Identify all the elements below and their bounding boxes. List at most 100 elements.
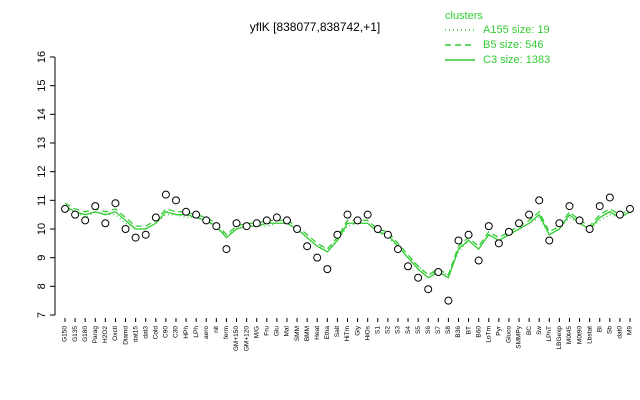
data-point (262, 216, 271, 225)
data-point (71, 210, 80, 219)
data-point (454, 236, 463, 245)
data-point (535, 196, 544, 205)
x-tick-label: nit (213, 326, 220, 333)
data-point (61, 204, 69, 213)
x-tick-label: Sb (607, 326, 614, 334)
x-tick-label: S3 (395, 326, 402, 334)
x-tick-label: Parag (92, 326, 99, 344)
x-tick-label: S8 (445, 326, 452, 334)
data-point (333, 230, 342, 239)
x-tick-label: HPh (183, 326, 190, 339)
x-tick-label: G135 (72, 326, 79, 342)
data-point (222, 245, 231, 254)
data-point (404, 262, 413, 271)
y-tick-label: 10 (36, 223, 48, 235)
x-tick-label: M9 (627, 326, 634, 335)
x-tick-label: Mal (284, 325, 291, 336)
x-tick-label: aero (203, 326, 210, 339)
cluster-line (64, 202, 631, 276)
data-point (282, 216, 291, 225)
data-point (151, 213, 160, 222)
x-tick-label: Heat (314, 326, 321, 340)
x-tick-label: LoTm (485, 326, 492, 343)
data-point (202, 216, 211, 225)
data-point (81, 216, 90, 225)
x-tick-label: G150 (62, 326, 69, 342)
x-tick-label: GM+150 (233, 326, 240, 351)
x-tick-label: Cold (153, 326, 160, 340)
legend-label: A155 size: 19 (483, 24, 550, 36)
x-tick-label: S2 (385, 326, 392, 334)
x-tick-label: BMM (304, 326, 311, 341)
x-tick-label: ferm (223, 326, 230, 339)
x-tick-label: Gly (354, 325, 361, 336)
x-tick-label: HiTm (344, 326, 351, 342)
x-tick-label: B36 (455, 326, 462, 338)
data-point (444, 296, 453, 305)
x-tick-label: Diamd (122, 326, 129, 345)
data-point (525, 210, 534, 219)
data-point (212, 222, 221, 231)
y-tick-label: 13 (36, 137, 48, 149)
x-tick-label: S7 (435, 326, 442, 334)
data-point (615, 210, 624, 219)
data-point (626, 204, 634, 213)
data-point (141, 230, 150, 239)
x-tick-label: BT (465, 326, 472, 334)
data-point (161, 190, 170, 199)
x-tick-label: Etha (324, 326, 331, 340)
x-tick-label: S4 (405, 326, 412, 334)
data-point (565, 202, 574, 211)
x-tick-label: S6 (425, 326, 432, 334)
x-tick-label: Sw (536, 326, 543, 335)
x-tick-label: Glu (274, 326, 281, 337)
x-tick-label: H2O2 (102, 326, 109, 343)
x-tick-label: B60 (475, 326, 482, 338)
data-point (121, 225, 130, 233)
data-point (474, 256, 483, 265)
data-point (585, 225, 594, 233)
data-point (313, 253, 322, 262)
data-point (252, 219, 261, 228)
legend-label: B5 size: 546 (483, 39, 544, 51)
x-tick-label: LPh (193, 326, 200, 338)
x-tick-label: dat3 (142, 326, 149, 339)
data-point (353, 216, 362, 225)
data-point (131, 233, 140, 242)
x-tick-label: M/G (253, 326, 260, 338)
data-point (171, 196, 180, 205)
y-tick-label: 12 (36, 166, 48, 178)
x-tick-label: M0t45 (566, 326, 573, 344)
x-tick-label: G180 (82, 326, 89, 342)
y-tick-label: 11 (36, 195, 48, 206)
data-point (303, 242, 312, 251)
x-tick-label: M0t90 (576, 326, 583, 344)
x-tick-label: GM+120 (243, 326, 250, 351)
x-tick-label: HiOs (364, 325, 371, 340)
data-point (293, 225, 302, 233)
x-tick-label: C90 (163, 326, 170, 338)
y-tick-label: 9 (36, 255, 48, 261)
data-point (484, 222, 493, 231)
x-tick-label: Pyr (496, 325, 503, 336)
data-point (494, 239, 503, 248)
data-point (555, 219, 564, 228)
x-tick-label: Salt (334, 326, 341, 337)
x-tick-label: BI (596, 326, 603, 332)
chart-title: yflK [838077,838742,+1] (250, 20, 380, 34)
x-tick-label: SMMPy (516, 325, 523, 349)
x-tick-label: Lbstat (586, 326, 593, 344)
data-point (414, 273, 423, 282)
data-point (595, 202, 604, 211)
x-tick-label: Oxctl (112, 325, 119, 340)
x-tick-label: Fru (264, 326, 271, 336)
x-tick-label: S5 (415, 326, 422, 334)
x-tick-label: LBGexp (556, 326, 563, 350)
data-point (111, 199, 120, 208)
data-point (464, 230, 473, 239)
data-point (272, 213, 281, 222)
data-point (192, 210, 201, 219)
data-point (605, 193, 614, 202)
data-point (363, 210, 372, 219)
